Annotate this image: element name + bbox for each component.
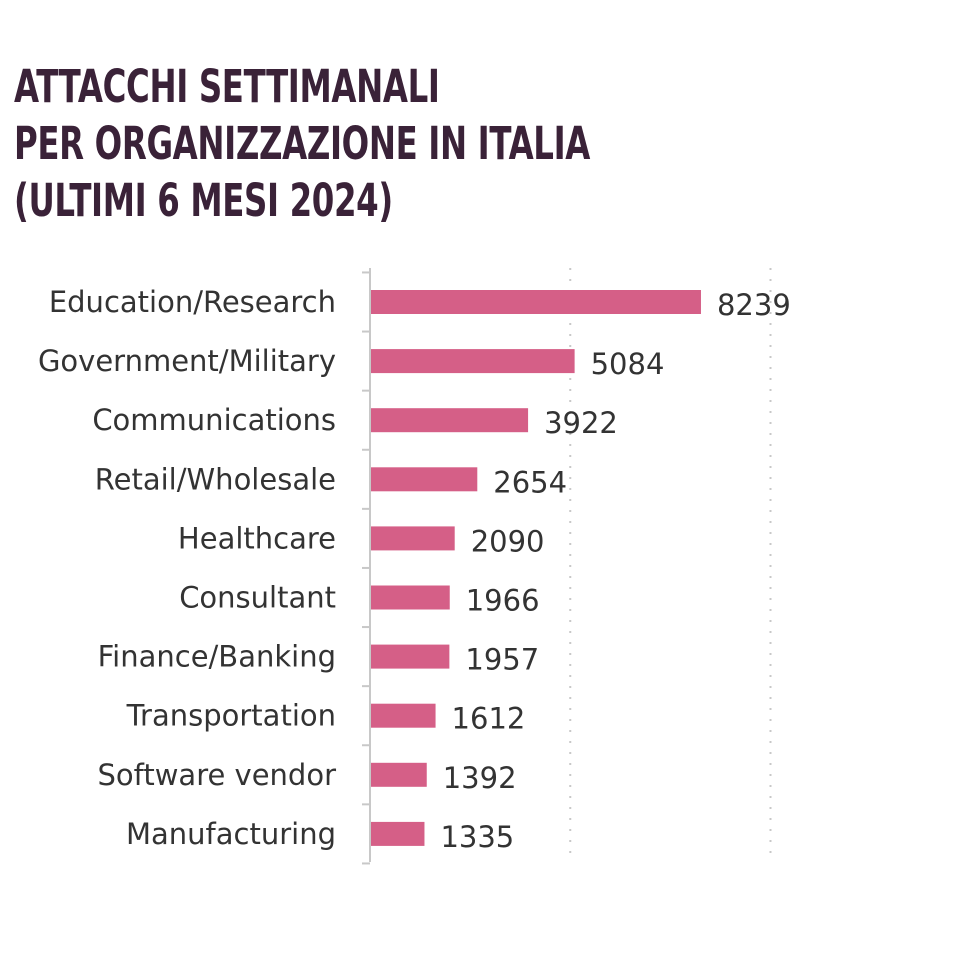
bar-7 [371,644,450,669]
value-label-3: 3922 [544,406,618,440]
bar-4 [371,467,478,492]
bar-1 [371,290,701,314]
value-label-2: 5084 [591,347,665,381]
category-label-1: Education/Research [49,285,336,319]
value-label-10: 1335 [440,820,514,854]
category-labels: Education/Research Government/Military Com… [38,285,336,851]
chart-title: ATTACCHI SETTIMANALI PER ORGANIZZAZIONE … [14,58,590,229]
category-axis [362,268,371,865]
bar-10 [371,821,425,846]
category-label-4: Retail/Wholesale [95,462,336,496]
category-label-2: Government/Military [38,344,336,378]
value-label-1: 8239 [717,288,791,322]
chart-title-line-3: (ULTIMI 6 MESI 2024) [14,174,393,227]
value-label-4: 2654 [493,465,567,499]
value-label-8: 1612 [452,702,526,736]
value-label-5: 2090 [471,524,545,558]
category-label-9: Software vendor [97,758,336,792]
value-label-7: 1957 [465,643,539,677]
chart-title-line-1: ATTACCHI SETTIMANALI [14,60,440,113]
category-label-3: Communications [92,403,336,437]
bar-3 [371,408,529,433]
category-label-10: Manufacturing [126,817,336,851]
value-label-9: 1392 [443,761,517,795]
category-label-5: Healthcare [178,521,336,555]
value-labels: 8239 5084 3922 2654 2090 1966 1957 1612 1392 1335 [440,288,790,854]
bar-9 [371,762,427,787]
bar-8 [371,703,436,728]
chart-title-line-2: PER ORGANIZZAZIONE IN ITALIA [14,117,590,170]
category-label-8: Transportation [126,699,336,733]
bar-5 [371,526,455,551]
value-label-6: 1966 [466,584,540,618]
bar-2 [371,349,575,374]
category-label-6: Consultant [179,581,336,615]
bar-6 [371,585,450,610]
category-label-7: Finance/Banking [98,640,336,674]
bars [371,290,701,846]
